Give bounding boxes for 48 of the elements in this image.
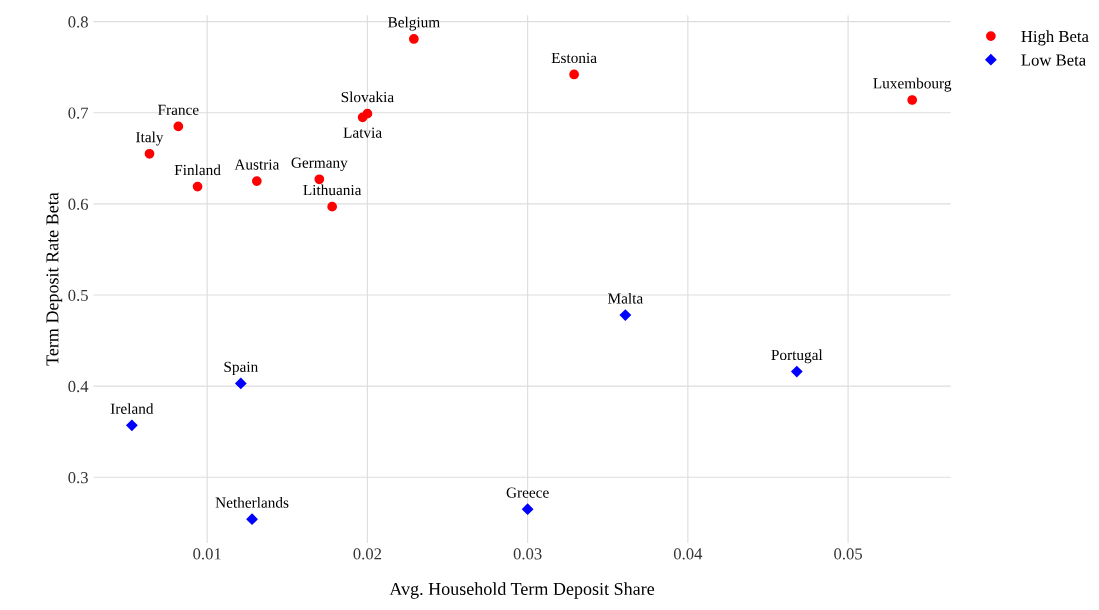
x-tick-label: 0.01: [193, 548, 221, 560]
y-tick-label: 0.4: [68, 380, 89, 393]
point: [357, 112, 368, 123]
point: [522, 503, 534, 515]
annotation: Italy: [136, 131, 164, 146]
annotation: Malta: [607, 292, 643, 304]
annotation: Slovakia: [341, 91, 394, 103]
point: [235, 377, 247, 390]
annotation: Latvia: [343, 127, 382, 138]
x-tick-label: 0.02: [353, 548, 382, 560]
y-tick-label: 0.5: [68, 289, 88, 302]
point: [907, 95, 918, 105]
point: [569, 69, 579, 80]
point: [192, 181, 203, 192]
y-tick-label: 0.7: [68, 107, 89, 119]
y-axis-title: Term Deposit Rate Beta: [46, 192, 63, 366]
point: [246, 513, 258, 525]
annotation: Lithuania: [303, 184, 362, 196]
x-axis-title: Avg. Household Term Deposit Share: [389, 582, 655, 599]
point: [409, 34, 419, 44]
x-tick-label: 0.04: [673, 548, 703, 560]
point: [144, 148, 155, 159]
annotation: Germany: [291, 157, 348, 171]
point: [251, 176, 262, 186]
annotation: Netherlands: [215, 497, 289, 508]
y-tick-label: 0.3: [68, 471, 88, 484]
annotation: Greece: [506, 487, 549, 498]
legend-label: Low Beta: [1021, 54, 1086, 66]
y-tick-label: 0.6: [68, 198, 89, 210]
point: [619, 309, 631, 321]
y-tick-label: 0.8: [68, 16, 88, 28]
annotation: Ireland: [110, 403, 154, 414]
point: [327, 201, 338, 212]
annotation: France: [157, 104, 199, 115]
x-tick-label: 0.03: [513, 548, 542, 560]
annotation: Finland: [174, 164, 221, 176]
point: [126, 419, 138, 431]
x-tick-label: 0.05: [834, 548, 863, 560]
annotation: Portugal: [771, 349, 823, 364]
annotation: Spain: [224, 361, 258, 376]
point: [791, 365, 803, 378]
point: [314, 174, 325, 185]
point: [173, 121, 184, 132]
legend-label: High Beta: [1021, 30, 1089, 46]
annotation: Austria: [234, 159, 280, 170]
annotation: Belgium: [388, 16, 440, 31]
annotation: Estonia: [551, 52, 597, 64]
annotation: Luxembourg: [873, 77, 952, 92]
